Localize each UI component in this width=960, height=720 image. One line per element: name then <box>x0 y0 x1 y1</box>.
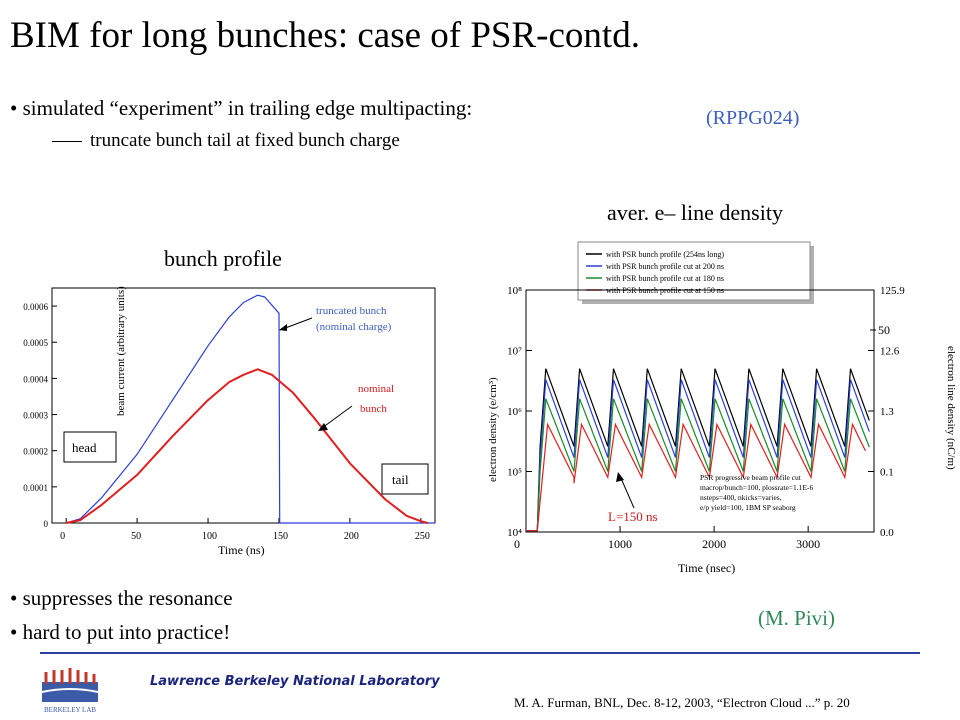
y-tick-label: 10⁸ <box>507 285 522 297</box>
arrowhead-L150 <box>616 472 624 482</box>
arrow-nominal <box>321 405 353 429</box>
y-right-tick-label: 125.9 <box>880 285 905 297</box>
bullet-suppresses: • suppresses the resonance <box>10 586 233 610</box>
footer-lab-name: Lawrence Berkeley National Laboratory <box>150 674 440 689</box>
x-tick-label: 0 <box>60 531 65 542</box>
series-line <box>526 379 870 532</box>
reference-label: (RPPG024) <box>706 107 800 129</box>
logo-band <box>42 682 98 702</box>
head-label-box <box>63 431 117 463</box>
right-plot-caption: aver. e– line density <box>607 200 783 225</box>
x-tick-label: 50 <box>131 531 141 542</box>
berkeley-lab-logo: BERKELEY LAB <box>41 668 99 714</box>
series-line <box>526 422 867 532</box>
series-line <box>526 368 870 532</box>
y-axis-label: electron density (e/cm³) <box>487 377 499 482</box>
head-label: head <box>72 440 97 455</box>
right-marker-label: 50 <box>878 323 890 337</box>
x-tick-label: 100 <box>202 531 217 542</box>
y-right-tick-label: 12.6 <box>880 346 900 358</box>
y-right-tick-label: 0.1 <box>880 467 894 479</box>
y-tick-label: 0.0002 <box>23 447 48 457</box>
tail-label-box <box>381 463 429 495</box>
x-tick-label: 200 <box>344 531 359 542</box>
y-tick-label: 0.0006 <box>23 302 48 312</box>
bunch-profile-chart: beam current (arbitrary units) Time (ns)… <box>23 286 436 557</box>
note-line: nsteps=400, nkicks=varies, <box>700 493 782 502</box>
annotation-truncated: truncated bunch <box>316 305 387 317</box>
y-tick-label: 0.0003 <box>23 411 48 421</box>
x-tick-label: 3000 <box>796 537 820 551</box>
dash-marker <box>52 141 82 143</box>
note-line: e/p yield=100, 1BM SP seaborg <box>700 503 796 512</box>
y-tick-label: 0.0004 <box>23 374 48 384</box>
y-axis-right-label: electron line density (nC/m) <box>945 346 957 470</box>
legend-label: with PSR bunch profile cut at 180 ns <box>606 274 724 283</box>
footer-rule <box>40 652 920 654</box>
tail-label: tail <box>392 472 409 487</box>
y-axis-label: beam current (arbitrary units) <box>115 286 127 416</box>
annotation-nominal-charge: (nominal charge) <box>316 321 392 333</box>
annotation-bunch: bunch <box>360 403 387 415</box>
logo-text: BERKELEY LAB <box>44 706 96 714</box>
x-tick-label: 250 <box>415 531 430 542</box>
legend-label: with PSR bunch profile (254ns long) <box>606 250 724 259</box>
y-tick-label: 10⁴ <box>507 527 522 539</box>
bullet-practice: • hard to put into practice! <box>10 620 231 644</box>
logo-arc <box>41 688 99 693</box>
electron-density-chart: with PSR bunch profile (254ns long) with … <box>487 241 957 575</box>
x-tick-label: 1000 <box>608 537 632 551</box>
x-axis-label: Time (nsec) <box>678 561 735 575</box>
y-tick-label: 0 <box>44 519 49 529</box>
arrow-L150 <box>619 475 635 509</box>
series-line <box>66 294 435 524</box>
credit-label: (M. Pivi) <box>758 606 836 630</box>
x-axis-label: Time (ns) <box>218 543 265 557</box>
y-tick-label: 10⁶ <box>507 406 522 418</box>
logo-accelerator-mark <box>44 668 96 684</box>
y-tick-label: 10⁷ <box>507 346 522 358</box>
x-tick-label: 2000 <box>702 537 726 551</box>
y-right-tick-label: 1.3 <box>880 406 894 418</box>
arrowhead-nominal <box>318 423 328 431</box>
bullet-experiment: • simulated “experiment” in trailing edg… <box>10 96 473 120</box>
legend-label: with PSR bunch profile cut at 200 ns <box>606 262 724 271</box>
y-tick-label: 10⁵ <box>507 467 522 479</box>
series-line <box>526 398 870 532</box>
sub-bullet-text: truncate bunch tail at fixed bunch charg… <box>90 130 400 151</box>
annotation-nominal: nominal <box>358 383 394 395</box>
note-line: macrop/bunch=100, plossrate=1.1E-6 <box>700 483 813 492</box>
x-tick-label: 150 <box>273 531 288 542</box>
slide-title: BIM for long bunches: case of PSR-contd. <box>10 15 640 56</box>
y-tick-label: 0.0001 <box>23 483 48 493</box>
y-right-tick-label: 0.0 <box>880 527 894 539</box>
annotation-L150: L=150 ns <box>608 509 658 524</box>
arrowhead-truncated <box>279 324 287 331</box>
footer-citation: M. A. Furman, BNL, Dec. 8-12, 2003, “Ele… <box>514 695 850 710</box>
sub-bullet-truncate: truncate bunch tail at fixed bunch charg… <box>52 130 400 152</box>
y-tick-label: 0.0005 <box>23 338 48 348</box>
series-line <box>65 368 429 524</box>
x-tick-label: 0 <box>514 537 520 551</box>
left-plot-caption: bunch profile <box>164 246 282 271</box>
note-line: PSR progressive beam profile cut <box>700 473 802 482</box>
